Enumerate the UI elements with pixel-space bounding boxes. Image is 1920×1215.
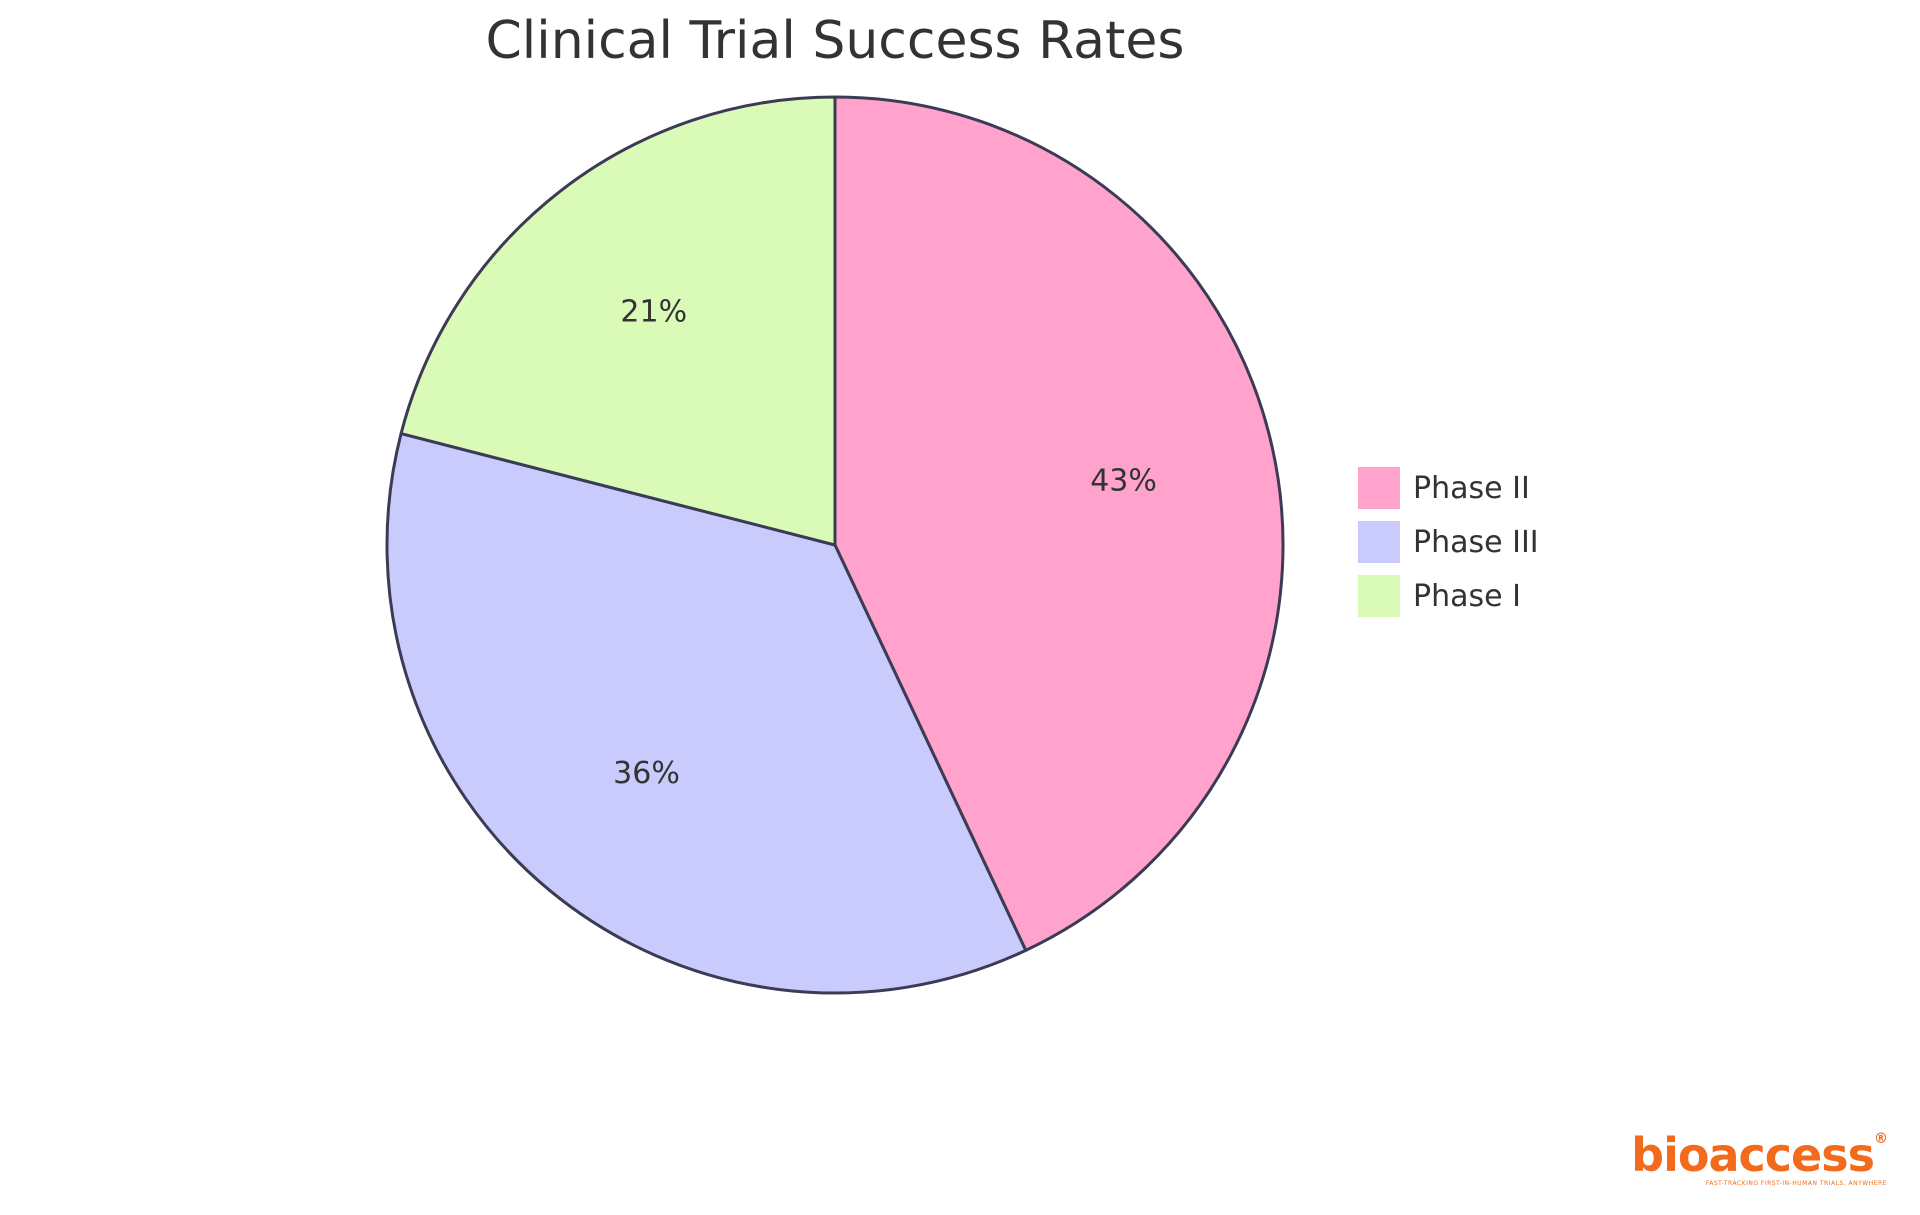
brand-name: bioaccess [1631,1128,1875,1182]
legend-swatch [1356,573,1402,619]
pie-slice-phase-i [399,95,837,547]
pie-slice-phase-iii [385,432,1028,995]
slice-value-label: 36% [613,756,680,791]
chart-legend: Phase II Phase III Phase I [1356,465,1539,619]
registered-mark: ® [1874,1131,1888,1147]
pie-slices [385,95,1285,995]
legend-label: Phase I [1413,579,1521,614]
legend-swatch [1356,519,1402,565]
slice-value-label: 21% [620,294,687,329]
brand-tagline: FAST-TRACKING FIRST-IN-HUMAN TRIALS, ANY… [1705,1180,1887,1187]
legend-label: Phase III [1413,525,1539,560]
legend-label: Phase II [1413,471,1530,506]
chart-title: Clinical Trial Success Rates [485,11,1184,71]
pie-slice-labels: 43% 36% 21% [613,294,1157,790]
bioaccess-logo: bioaccess® FAST-TRACKING FIRST-IN-HUMAN … [1631,1131,1888,1187]
legend-swatch [1356,465,1402,511]
slice-value-label: 43% [1090,463,1157,498]
pie-slice-phase-ii [833,95,1285,952]
